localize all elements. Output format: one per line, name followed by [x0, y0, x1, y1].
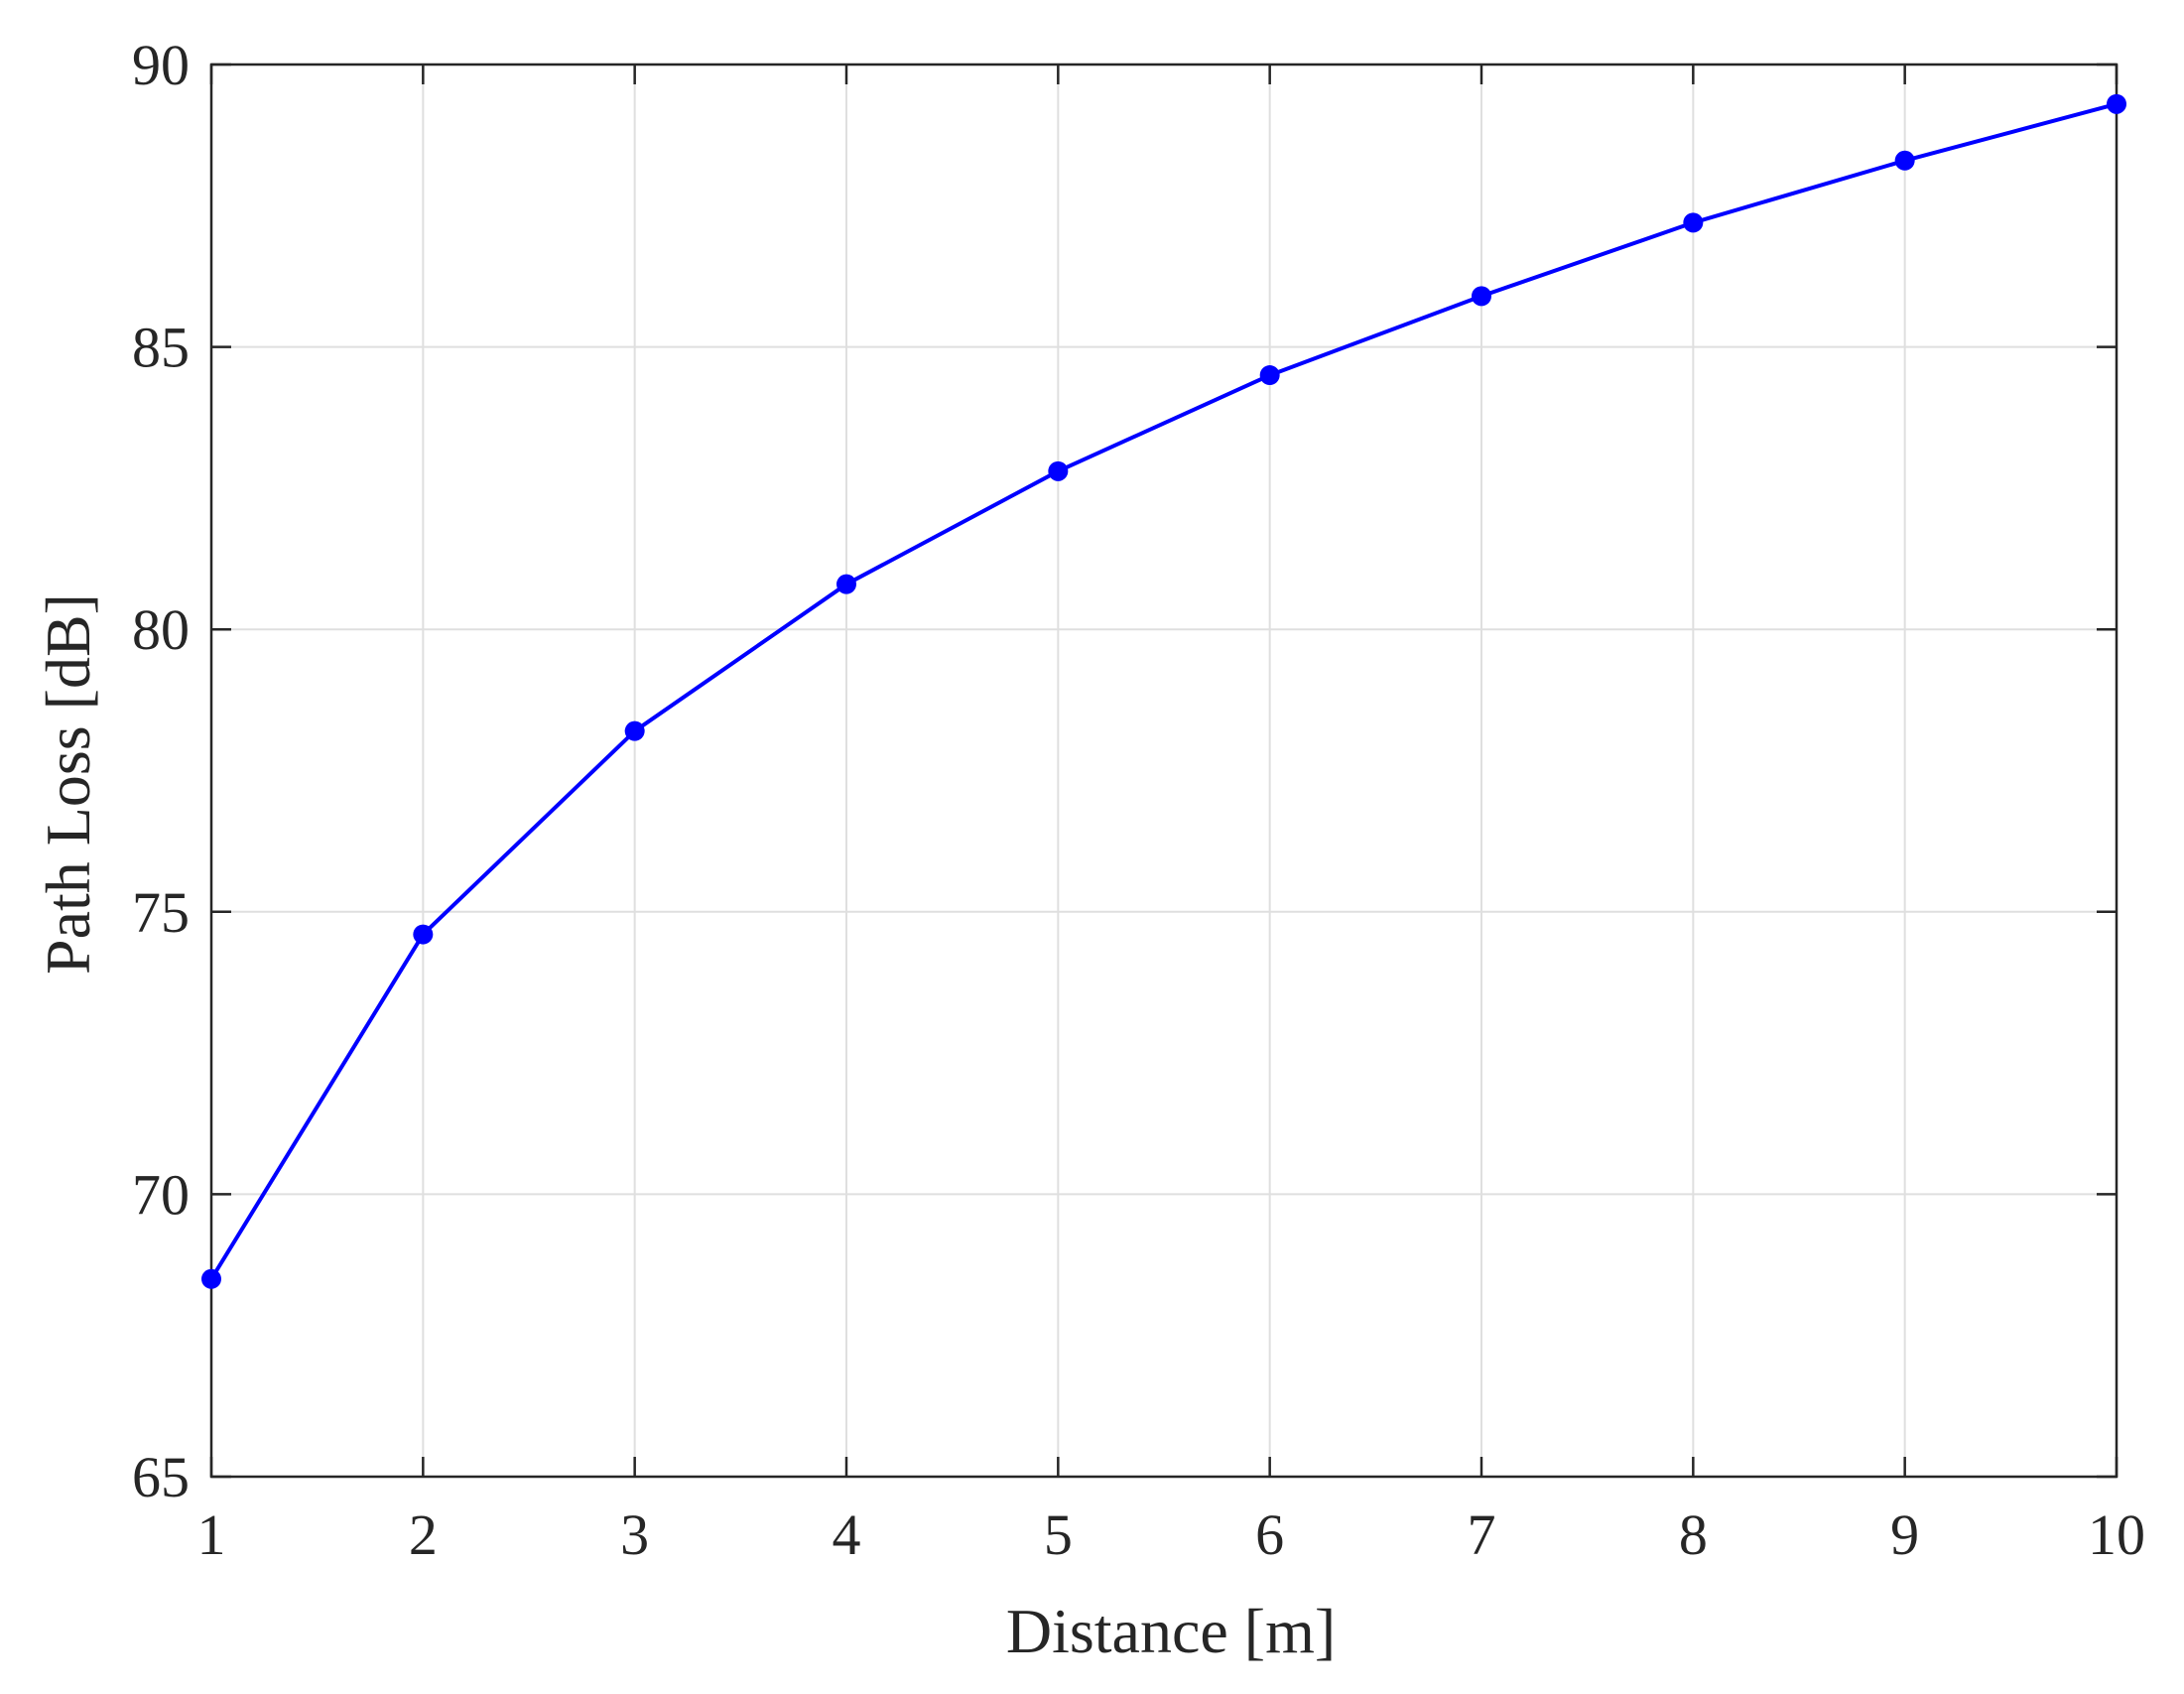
x-tick-label: 1 [197, 1502, 226, 1567]
y-axis-label: Path Loss [dB] [33, 593, 103, 975]
series-layer [201, 93, 2126, 1289]
x-tick-label: 6 [1255, 1502, 1284, 1567]
y-tick-label: 65 [132, 1445, 190, 1509]
x-tick-label: 2 [409, 1502, 438, 1567]
data-point-marker [1683, 212, 1704, 233]
data-point-marker [1048, 460, 1069, 481]
tick-labels: 1 2 3 4 5 6 7 8 9 10 65 70 75 80 85 90 [132, 33, 2145, 1567]
x-tick-label: 7 [1468, 1502, 1496, 1567]
data-point-marker [1894, 150, 1915, 171]
axes-frame [209, 63, 2119, 1479]
data-point-marker [413, 924, 434, 945]
y-tick-label: 80 [132, 597, 190, 662]
data-point-marker [2107, 93, 2126, 114]
x-tick-label: 4 [833, 1502, 861, 1567]
series-line-0 [209, 101, 2118, 1280]
plot-area-border [209, 63, 2119, 1479]
data-point-marker [624, 720, 645, 741]
x-axis-label: Distance [m] [1006, 1596, 1336, 1666]
data-point-marker [836, 574, 856, 594]
y-tick-label: 70 [132, 1162, 190, 1227]
y-tick-label: 85 [132, 316, 190, 380]
x-tick-label: 8 [1679, 1502, 1708, 1567]
x-tick-label: 10 [2088, 1502, 2145, 1567]
y-tick-label: 90 [132, 33, 190, 97]
data-point-marker [1472, 286, 1491, 307]
x-tick-label: 3 [620, 1502, 649, 1567]
x-tick-label: 9 [1890, 1502, 1919, 1567]
data-point-marker [1259, 365, 1280, 386]
data-point-marker [201, 1268, 221, 1289]
y-tick-label: 75 [132, 880, 190, 945]
x-tick-label: 5 [1044, 1502, 1073, 1567]
